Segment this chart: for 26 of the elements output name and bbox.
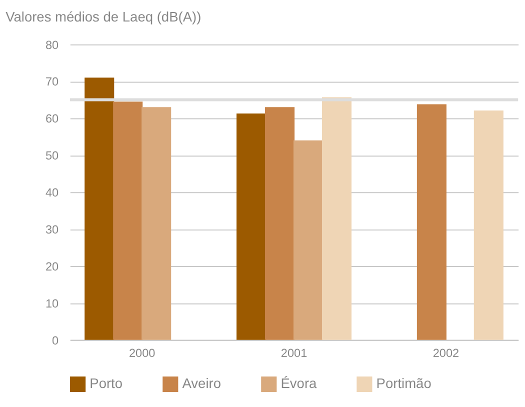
bar xyxy=(416,104,446,340)
x-tick-label: 2000 xyxy=(128,346,156,360)
x-tick-label: 2001 xyxy=(280,346,308,360)
bar xyxy=(265,107,295,340)
bar xyxy=(236,113,266,340)
bar xyxy=(84,78,114,340)
legend-label: Aveiro xyxy=(182,376,222,392)
y-tick-label: 80 xyxy=(45,38,60,52)
legend-label: Porto xyxy=(90,376,123,392)
chart-title: Valores médios de Laeq (dB(A)) xyxy=(6,10,202,25)
bar xyxy=(113,102,143,340)
y-tick-label: 40 xyxy=(45,186,60,200)
legend-label: Portimão xyxy=(376,376,432,392)
bar xyxy=(293,140,324,340)
bar xyxy=(142,107,172,340)
y-tick-label: 20 xyxy=(45,259,60,274)
legend-label: Évora xyxy=(280,376,318,392)
y-tick-label: 10 xyxy=(45,296,60,310)
y-tick-label: 50 xyxy=(45,148,60,163)
bar xyxy=(322,97,352,340)
bar xyxy=(474,110,504,340)
y-tick-label: 30 xyxy=(45,222,60,236)
x-tick-label: 2002 xyxy=(432,346,460,360)
y-tick-label: 60 xyxy=(45,112,60,126)
y-tick-label: 0 xyxy=(52,333,60,348)
y-tick-label: 70 xyxy=(45,74,60,89)
